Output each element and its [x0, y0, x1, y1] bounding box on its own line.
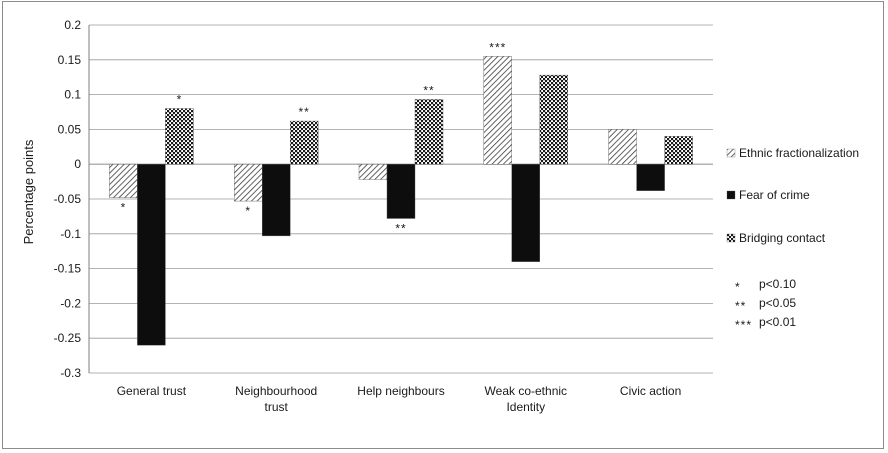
bar-fear-of-crime	[511, 163, 540, 262]
bar-bridging-contact	[539, 74, 568, 165]
bar-ethnic-fractionalization	[109, 163, 138, 198]
x-category-label: Identity	[506, 400, 545, 414]
bar-bridging-contact	[290, 120, 319, 165]
x-category-label: Neighbourhood	[235, 384, 317, 398]
significance-legend: * p<0.10 ** p<0.05 *** p<0.01	[735, 277, 796, 332]
category-labels: General trust Neighbourhood trust Help neig…	[117, 384, 682, 414]
sig-legend-stars: **	[735, 299, 746, 313]
significance-mark: *	[177, 93, 183, 107]
y-tick-label: -0.1	[60, 227, 81, 241]
y-tick-labels: 0.2 0.15 0.1 0.05 0 -0.05 -0.1 -0.15 -0.2 -0.25 -0…	[54, 18, 82, 380]
bar-bridging-contact	[414, 99, 444, 165]
significance-mark: **	[423, 83, 434, 97]
x-category-label: Weak co-ethnic	[485, 384, 567, 398]
sig-legend-label: p<0.05	[759, 296, 796, 310]
bar-bridging-contact	[664, 136, 693, 165]
y-tick-label: -0.15	[54, 262, 82, 276]
x-category-label: trust	[265, 400, 289, 414]
significance-marks: * ***********	[121, 40, 506, 235]
y-tick-label: -0.3	[60, 366, 81, 380]
y-tick-label: -0.25	[54, 331, 82, 345]
y-tick-label: 0	[74, 157, 81, 171]
y-tick-label: 0.1	[64, 88, 81, 102]
bar-bridging-contact	[165, 108, 194, 165]
legend-swatch	[726, 148, 736, 158]
significance-mark: *	[121, 201, 127, 215]
legend-swatch	[726, 233, 736, 243]
bar-fear-of-crime	[386, 163, 416, 219]
bar-ethnic-fractionalization	[358, 163, 388, 180]
bar-ethnic-fractionalization	[233, 163, 263, 202]
y-tick-label: 0.2	[64, 18, 81, 32]
legend: Ethnic fractionalization Fear of crime Bri…	[726, 146, 859, 245]
legend-label: Ethnic fractionalization	[739, 146, 859, 160]
bar-fear-of-crime	[262, 163, 291, 237]
bar-chart: 0.2 0.15 0.1 0.05 0 -0.05 -0.1 -0.15 -0.2 -0.25 -0…	[21, 18, 859, 414]
bar-fear-of-crime	[636, 163, 665, 191]
sig-legend-label: p<0.10	[759, 277, 796, 291]
bar-fear-of-crime	[137, 163, 166, 346]
legend-label: Fear of crime	[739, 188, 810, 202]
x-category-label: Civic action	[620, 384, 681, 398]
x-category-label: Help neighbours	[357, 384, 444, 398]
x-category-label: General trust	[117, 384, 187, 398]
significance-mark: **	[299, 105, 310, 119]
y-tick-label: -0.05	[54, 192, 82, 206]
legend-label: Bridging contact	[739, 231, 826, 245]
y-tick-label: 0.05	[58, 122, 82, 136]
y-tick-label: -0.2	[60, 296, 81, 310]
bar-ethnic-fractionalization	[483, 56, 512, 165]
y-axis-label: Percentage points	[21, 139, 36, 244]
significance-mark: **	[395, 221, 406, 235]
y-tick-label: 0.15	[58, 53, 82, 67]
sig-legend-label: p<0.01	[759, 315, 796, 329]
sig-legend-stars: ***	[735, 318, 752, 332]
bar-ethnic-fractionalization	[608, 129, 637, 165]
bars	[109, 56, 693, 346]
significance-mark: *	[245, 204, 251, 218]
legend-swatch	[726, 190, 736, 200]
sig-legend-stars: *	[735, 280, 741, 294]
significance-mark: ***	[489, 40, 506, 54]
